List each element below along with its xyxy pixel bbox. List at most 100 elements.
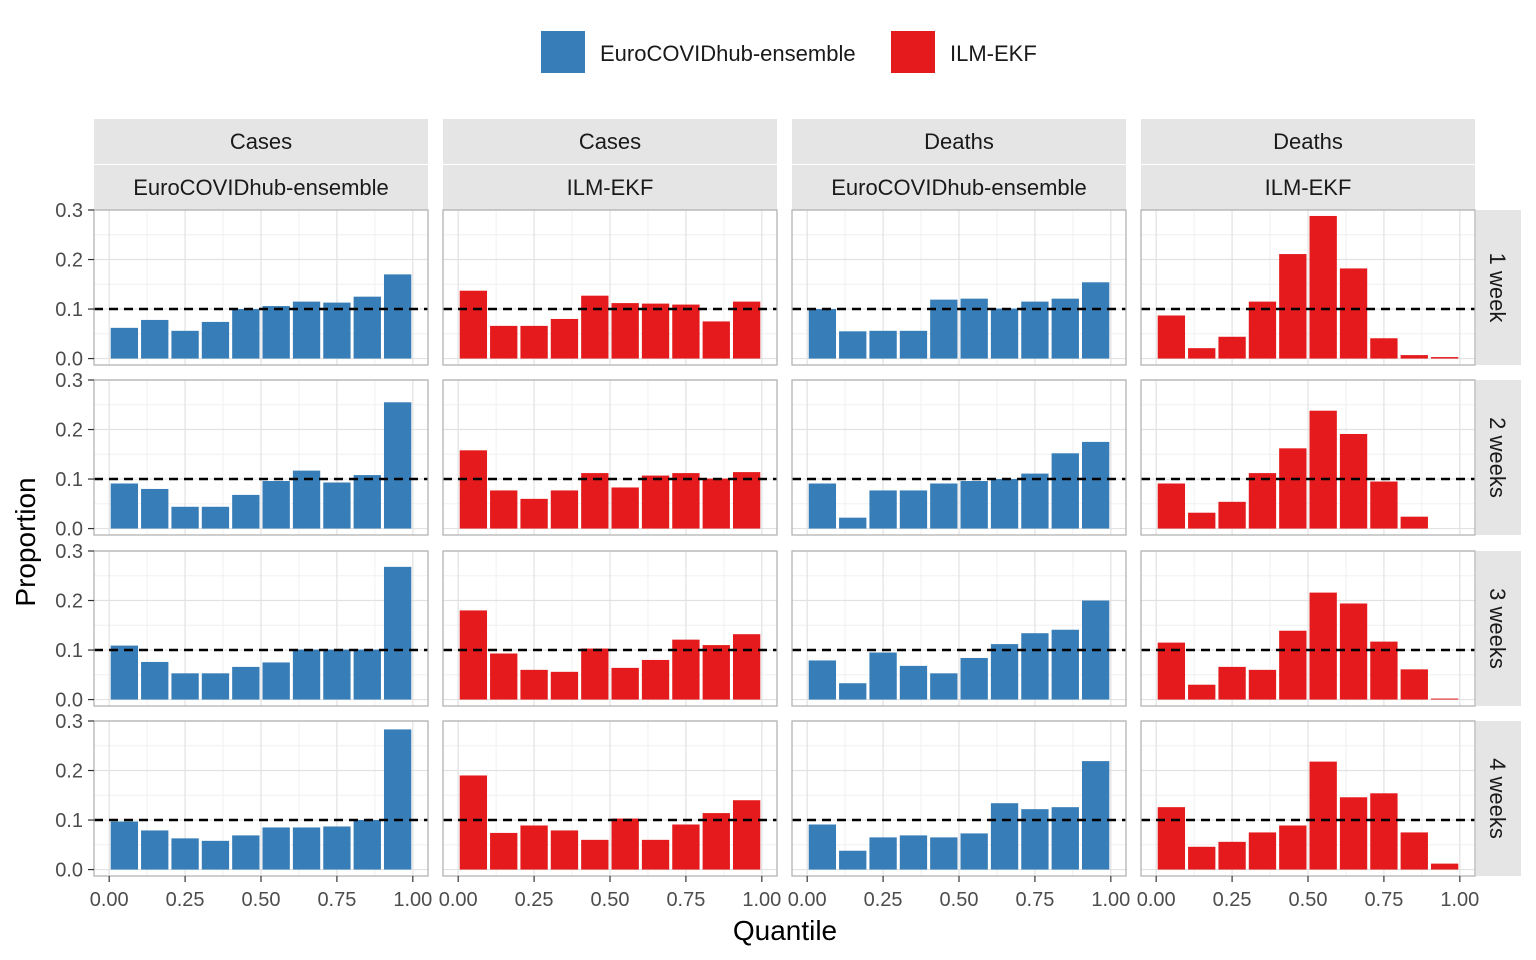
bar-0.9-1.0	[383, 274, 412, 359]
bar-0.8-0.9	[1400, 355, 1428, 359]
panel-border	[791, 209, 1127, 366]
x-tick-label: 0.00	[788, 889, 827, 911]
bar-0.6-0.7	[1339, 603, 1368, 700]
panel-border	[442, 209, 778, 366]
panel-border	[93, 550, 429, 707]
bar-0.7-0.8	[323, 302, 351, 359]
strip-model-4	[1141, 165, 1475, 210]
strip-model-label-1: EuroCOVIDhub-ensemble	[133, 175, 389, 200]
bar-0.3-0.4	[550, 318, 579, 359]
bar-0.6-0.7	[641, 475, 670, 529]
bar-0.0-0.1	[459, 775, 488, 870]
bar-0.0-0.1	[808, 309, 837, 359]
panel-2-2	[442, 379, 778, 536]
bar-0.8-0.9	[1051, 629, 1079, 700]
bar-0.4-0.5	[232, 494, 260, 529]
bar-0.5-0.6	[1309, 592, 1337, 700]
bar-0.7-0.8	[672, 824, 700, 870]
bar-0.5-0.6	[611, 303, 639, 359]
bar-0.7-0.8	[672, 304, 700, 359]
bar-0.9-1.0	[732, 301, 761, 359]
bar-0.6-0.7	[990, 803, 1019, 870]
bar-0.9-1.0	[1081, 441, 1110, 529]
strip-horizon-label-4: 4 weeks	[1485, 758, 1510, 839]
panel-1-2	[442, 209, 778, 366]
y-tick-label: 0.0	[55, 860, 83, 882]
bar-0.5-0.6	[960, 657, 988, 700]
strip-model-label-3: EuroCOVIDhub-ensemble	[831, 175, 1087, 200]
bar-0.6-0.7	[1339, 268, 1368, 359]
x-tick-label: 0.75	[1364, 889, 1403, 911]
bar-0.9-1.0	[1081, 282, 1110, 359]
y-tick-label: 0.2	[55, 591, 83, 613]
legend-key-1	[541, 31, 585, 73]
panel-border	[791, 550, 1127, 707]
bar-0.5-0.6	[262, 662, 290, 700]
y-tick-label: 0.1	[55, 640, 83, 662]
strip-horizon-label-3: 3 weeks	[1485, 588, 1510, 669]
bar-0.1-0.2	[490, 653, 518, 700]
bar-0.5-0.6	[1309, 410, 1337, 529]
bar-0.1-0.2	[490, 325, 518, 359]
bar-0.9-1.0	[732, 634, 761, 700]
bar-0.8-0.9	[353, 649, 381, 700]
strip-model-2	[443, 165, 777, 210]
bar-0.5-0.6	[611, 667, 639, 700]
bar-0.2-0.3	[520, 325, 548, 359]
x-tick-label: 0.00	[90, 889, 129, 911]
bar-0.3-0.4	[1248, 669, 1277, 700]
bar-0.2-0.3	[869, 652, 897, 700]
bar-0.8-0.9	[1400, 832, 1428, 870]
bar-0.7-0.8	[323, 649, 351, 700]
strip-model-label-4: ILM-EKF	[1265, 175, 1352, 200]
bar-0.4-0.5	[581, 295, 609, 359]
bar-0.1-0.2	[839, 850, 867, 870]
strip-horizon-1	[1476, 210, 1521, 365]
strip-horizon-2	[1476, 380, 1521, 535]
bar-0.7-0.8	[1021, 633, 1049, 700]
panel-border	[93, 209, 429, 366]
bar-0.3-0.4	[899, 330, 928, 359]
bar-0.3-0.4	[201, 321, 230, 359]
bar-0.3-0.4	[550, 830, 579, 870]
bar-0.4-0.5	[581, 473, 609, 529]
bar-0.2-0.3	[171, 838, 199, 870]
bar-0.9-1.0	[383, 566, 412, 700]
bar-0.5-0.6	[1309, 761, 1337, 870]
bar-0.0-0.1	[808, 824, 837, 870]
x-tick-label: 0.75	[317, 889, 356, 911]
strip-model-label-2: ILM-EKF	[567, 175, 654, 200]
panel-border	[442, 379, 778, 536]
panel-4-4	[1140, 720, 1476, 877]
bar-0.8-0.9	[702, 478, 730, 529]
panel-1-3	[791, 209, 1127, 366]
bar-0.3-0.4	[550, 490, 579, 529]
bar-0.5-0.6	[960, 481, 988, 529]
bar-0.8-0.9	[1400, 669, 1428, 700]
bar-0.4-0.5	[232, 666, 260, 700]
legend-label-2: ILM-EKF	[950, 41, 1037, 66]
bar-0.6-0.7	[292, 301, 321, 359]
bar-0.1-0.2	[1188, 846, 1216, 870]
bar-0.9-1.0	[732, 800, 761, 870]
panel-4-3	[791, 720, 1127, 877]
bar-0.5-0.6	[611, 487, 639, 529]
bar-0.8-0.9	[1051, 453, 1079, 529]
facet-strips: Cases EuroCOVIDhub-ensemble Cases ILM-EKF De…	[94, 119, 1521, 876]
bar-0.6-0.7	[641, 659, 670, 700]
bar-0.3-0.4	[899, 665, 928, 700]
bar-0.2-0.3	[1218, 666, 1246, 700]
bar-0.0-0.1	[110, 483, 139, 529]
panel-border	[791, 379, 1127, 536]
y-tick-label: 0.2	[55, 250, 83, 272]
bar-0.0-0.1	[110, 821, 139, 870]
strip-target-3	[792, 119, 1126, 164]
y-tick-label: 0.2	[55, 420, 83, 442]
bar-0.4-0.5	[1279, 825, 1307, 870]
bar-0.6-0.7	[641, 839, 670, 870]
bar-0.0-0.1	[1157, 483, 1186, 529]
bar-0.3-0.4	[1248, 301, 1277, 359]
bar-0.8-0.9	[353, 296, 381, 359]
bar-0.9-1.0	[1081, 761, 1110, 870]
